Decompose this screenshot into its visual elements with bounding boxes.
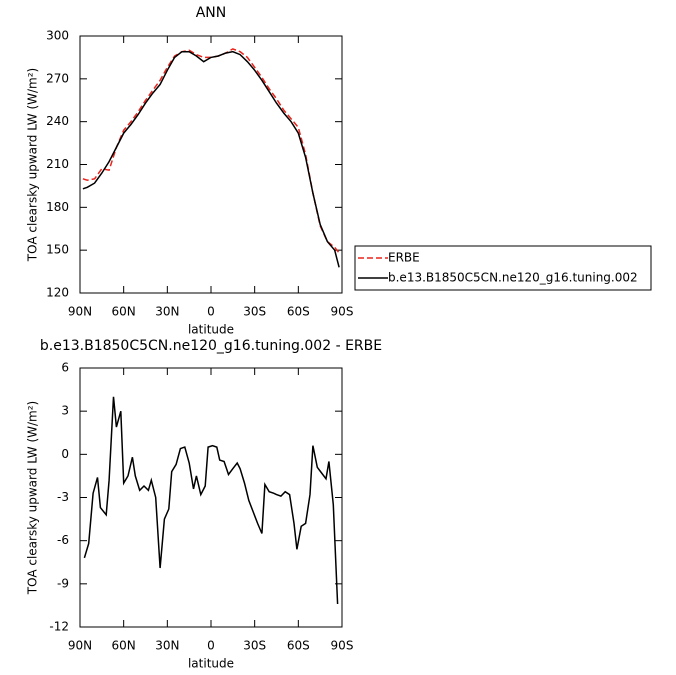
x-tick-label: 90S	[331, 639, 354, 653]
y-tick-label: -9	[57, 576, 69, 590]
legend-label: ERBE	[388, 251, 420, 265]
plot-frame	[79, 35, 343, 294]
x-tick-label: 0	[207, 639, 215, 653]
x-tick-label: 90N	[68, 305, 92, 319]
x-tick-label: 30S	[243, 639, 266, 653]
y-tick-label: 300	[46, 29, 69, 43]
y-tick-label: 210	[46, 157, 69, 171]
data-line	[82, 50, 340, 268]
x-tick-label: 30N	[155, 639, 179, 653]
data-line	[83, 396, 339, 605]
y-tick-label: 180	[46, 200, 69, 214]
x-tick-label: 60N	[112, 639, 136, 653]
y-tick-label: 120	[46, 286, 69, 300]
x-tick-label: 60N	[112, 305, 136, 319]
y-tick-label: 270	[46, 71, 69, 85]
chart-title: b.e13.B1850C5CN.ne120_g16.tuning.002 - E…	[40, 338, 382, 354]
y-axis-label: TOA clearsky upward LW (W/m²)	[26, 401, 40, 595]
x-axis-label: latitude	[188, 323, 234, 337]
y-tick-label: 240	[46, 114, 69, 128]
y-tick-label: 150	[46, 243, 69, 257]
y-tick-label: -6	[57, 533, 69, 547]
x-tick-label: 60S	[287, 305, 310, 319]
legend-label: b.e13.B1850C5CN.ne120_g16.tuning.002	[388, 271, 638, 285]
y-tick-label: 6	[61, 361, 69, 375]
y-axis-label: TOA clearsky upward LW (W/m²)	[26, 68, 40, 262]
x-tick-label: 0	[207, 305, 215, 319]
y-tick-label: 3	[61, 404, 69, 418]
data-line	[82, 48, 340, 254]
x-tick-label: 90N	[68, 639, 92, 653]
legend-box	[354, 245, 652, 291]
x-axis-label: latitude	[188, 657, 234, 671]
x-tick-label: 60S	[287, 639, 310, 653]
chart-title: ANN	[196, 5, 227, 21]
x-tick-label: 90S	[331, 305, 354, 319]
x-tick-label: 30S	[243, 305, 266, 319]
y-tick-label: 0	[61, 447, 69, 461]
x-tick-label: 30N	[155, 305, 179, 319]
plot-frame	[79, 367, 343, 628]
y-tick-label: -12	[49, 620, 69, 634]
y-tick-label: -3	[57, 490, 69, 504]
